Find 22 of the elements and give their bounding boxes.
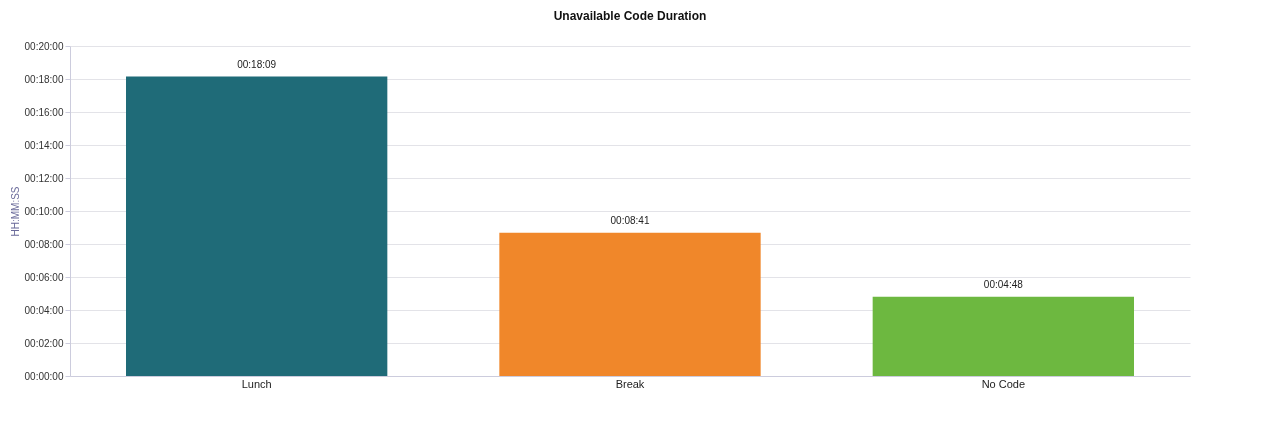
- x-tick-label: No Code: [981, 377, 1026, 390]
- data-label: 00:18:09: [237, 58, 277, 70]
- y-tick-label: 00:04:00: [24, 304, 64, 316]
- y-tick-label: 00:00:00: [24, 370, 64, 382]
- bar: [872, 296, 1134, 376]
- x-tick-label: Lunch: [241, 377, 272, 390]
- x-tick-label: Break: [615, 377, 645, 390]
- y-tick-label: 00:16:00: [24, 106, 64, 118]
- y-tick-label: 00:06:00: [24, 271, 64, 283]
- chart-title: Unavailable Code Duration: [553, 9, 707, 23]
- y-tick-label: 00:20:00: [24, 40, 64, 52]
- y-tick-label: 00:10:00: [24, 205, 64, 217]
- data-label: 00:08:41: [610, 214, 650, 226]
- y-tick-label: 00:08:00: [24, 238, 64, 250]
- bar: [499, 232, 761, 376]
- y-tick-label: 00:12:00: [24, 172, 64, 184]
- y-axis-title: HH:MM:SS: [9, 186, 21, 237]
- bar: [126, 76, 388, 376]
- y-tick-label: 00:14:00: [24, 139, 64, 151]
- y-tick-label: 00:02:00: [24, 337, 64, 349]
- data-label: 00:04:48: [983, 278, 1024, 290]
- y-tick-label: 00:18:00: [24, 73, 64, 85]
